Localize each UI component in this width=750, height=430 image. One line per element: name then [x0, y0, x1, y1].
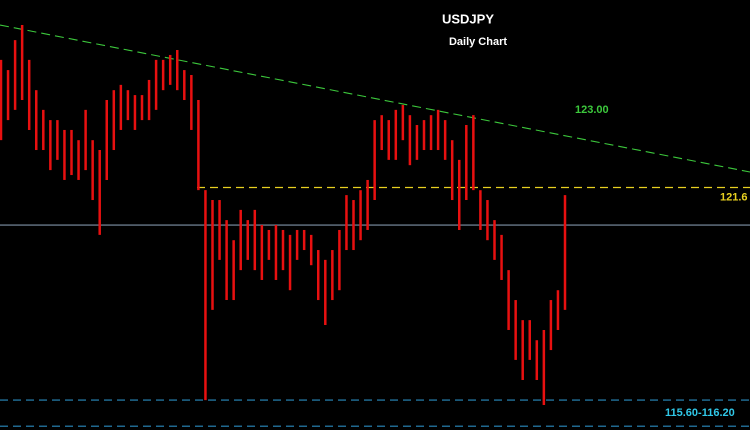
level-label: 121.6	[720, 191, 748, 203]
trendline	[0, 24, 750, 173]
chart-subtitle: Daily Chart	[449, 36, 507, 48]
trendline-label: 123.00	[575, 104, 609, 116]
annotation: 115.60-116.20	[665, 407, 735, 419]
chart-title: USDJPY	[442, 11, 494, 26]
